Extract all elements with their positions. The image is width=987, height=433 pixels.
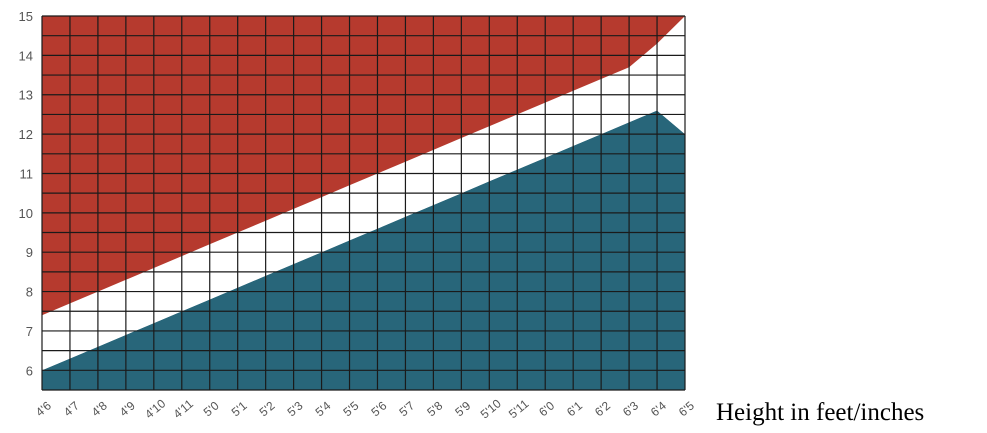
x-tick-label: 4'9: [117, 398, 138, 419]
x-tick-label: 4'6: [33, 398, 54, 419]
chart-regions: [42, 16, 685, 390]
x-tick-label: 6'0: [536, 398, 557, 419]
x-tick-label: 5'5: [340, 398, 361, 419]
x-tick-label: 5'7: [396, 398, 417, 419]
x-tick-label: 6'4: [648, 398, 669, 419]
x-tick-label: 5'8: [424, 398, 445, 419]
y-tick-label: 6: [26, 363, 33, 378]
x-tick-label: 5'10: [478, 396, 504, 421]
x-tick-label: 4'11: [171, 396, 197, 421]
x-tick-label: 5'2: [257, 398, 278, 419]
y-tick-label: 7: [26, 324, 33, 339]
y-tick-label: 13: [19, 88, 33, 103]
chart-grid: [41, 15, 686, 391]
x-axis-ticks: 4'6 4'7 4'8 4'9 4'10 4'11 5'0 5'1 5'2 5'3 5'4 5'5 5'…: [33, 396, 697, 421]
x-tick-label: 4'8: [89, 398, 110, 419]
x-tick-label: 5'11: [506, 396, 532, 421]
x-tick-label: 6'5: [676, 398, 697, 419]
x-tick-label: 5'1: [229, 398, 250, 419]
y-tick-label: 8: [26, 285, 33, 300]
x-tick-label: 6'3: [620, 398, 641, 419]
x-tick-label: 5'3: [285, 398, 306, 419]
x-axis-label: Height in feet/inches: [716, 399, 925, 426]
x-tick-label: 5'4: [313, 398, 334, 419]
region-0: [42, 110, 685, 390]
y-tick-label: 12: [19, 127, 33, 142]
y-tick-label: 9: [26, 245, 33, 260]
x-tick-label: 5'9: [452, 398, 473, 419]
x-tick-label: 5'6: [368, 398, 389, 419]
y-tick-label: 10: [19, 206, 33, 221]
x-tick-label: 6'2: [592, 398, 613, 419]
region-2: [42, 16, 685, 316]
x-tick-label: 5'0: [201, 398, 222, 419]
y-tick-label: 14: [19, 48, 33, 63]
x-tick-label: 4'7: [61, 398, 82, 419]
x-tick-label: 6'1: [564, 398, 585, 419]
y-axis-ticks: 6 7 8 9 10 11 12 13 14 15: [19, 9, 33, 378]
x-tick-label: 4'10: [142, 396, 168, 421]
y-tick-label: 11: [20, 166, 34, 181]
y-tick-label: 15: [19, 9, 33, 24]
